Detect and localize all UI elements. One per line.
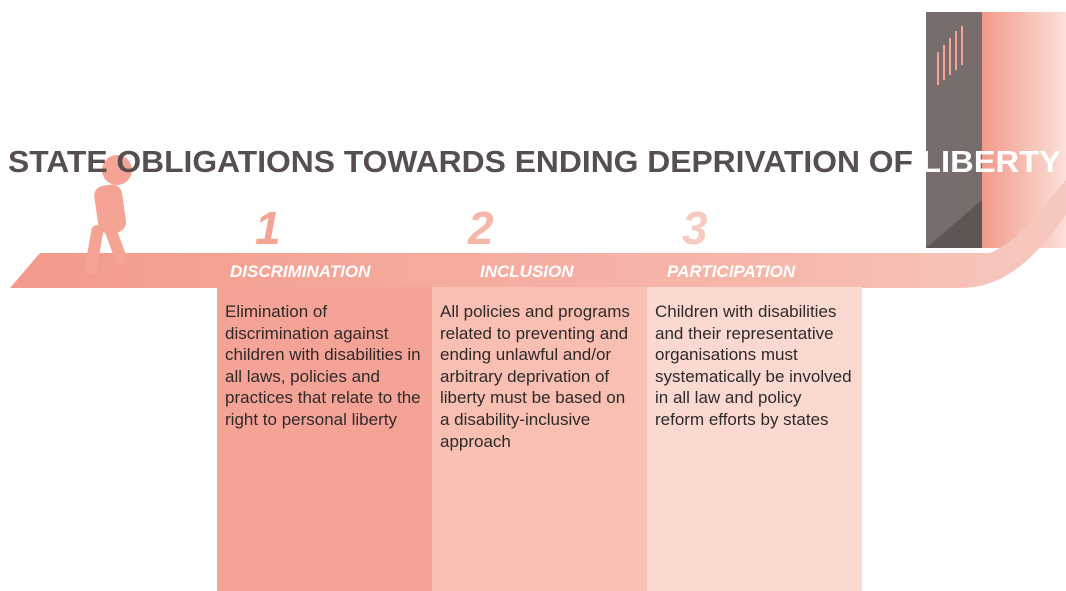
step-number: 1 [255,202,281,254]
title: STATE OBLIGATIONS TOWARDS ENDING DEPRIVA… [8,144,913,179]
bars [937,26,963,85]
step-text: Elimination of discrimination against ch… [217,287,432,591]
door-light [982,12,1066,248]
step-text: Children with disabilities and their rep… [647,287,862,591]
step-label: INCLUSION [480,262,574,281]
step-label: DISCRIMINATION [230,262,371,281]
step-text: All policies and programs related to pre… [432,287,647,591]
title-highlight: LIBERTY [921,144,1061,179]
person [84,155,132,275]
step-label: PARTICIPATION [667,262,796,281]
road [10,180,1066,288]
step-number: 3 [682,202,708,254]
step-number: 2 [467,202,494,254]
door-panel [926,12,982,248]
